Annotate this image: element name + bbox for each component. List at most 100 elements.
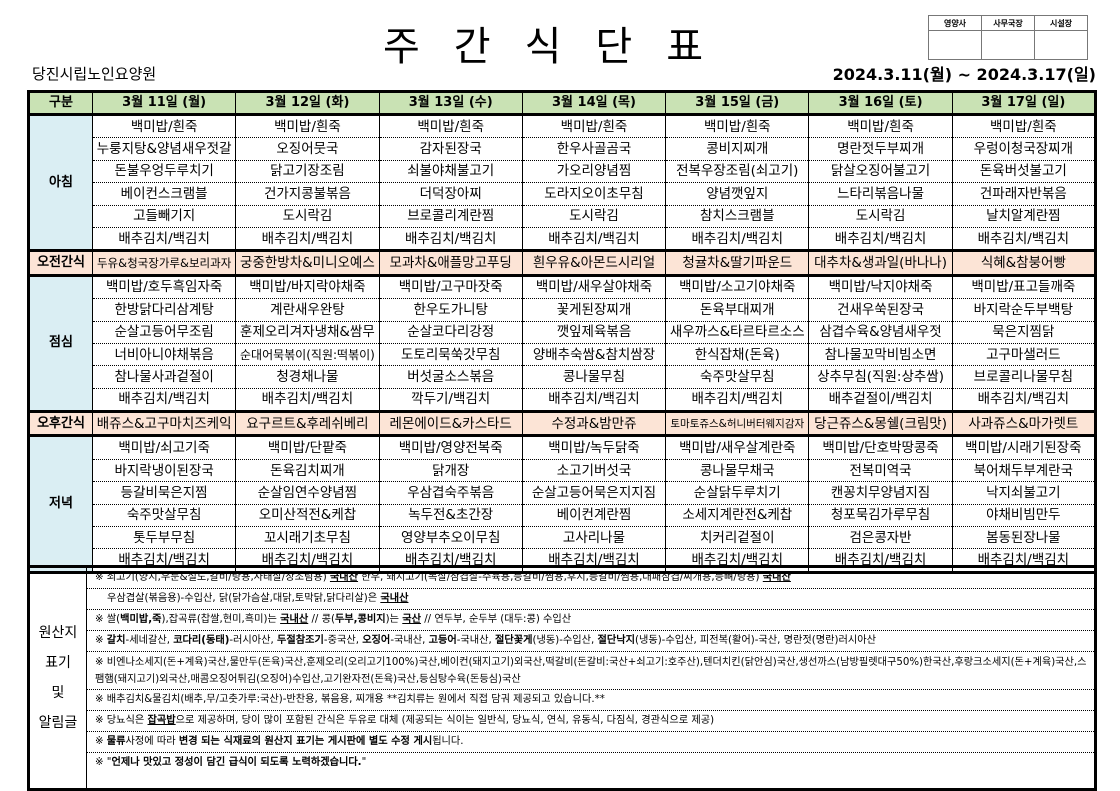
- menu-item: 대추차&생과일(바나나): [808, 249, 953, 277]
- meal-label: 오전간식: [28, 249, 93, 277]
- menu-item: 두유&청국장가루&보리과자: [91, 249, 237, 277]
- menu-item: 배추김치/백김치: [665, 227, 810, 251]
- menu-item: 한방닭다리삼계탕: [91, 298, 237, 322]
- notice-text: 절단낙지: [597, 635, 635, 646]
- menu-item: 요구르트&후레쉬베리: [235, 410, 380, 438]
- menu-item: 순살임연수양념찜: [235, 481, 380, 505]
- menu-item: 레몬에이드&카스타드: [378, 410, 523, 438]
- menu-item: 고구마샐러드: [951, 343, 1097, 367]
- menu-item: 베이컨계란찜: [521, 504, 667, 528]
- menu-item: 백미밥/바지락야채죽: [235, 275, 380, 300]
- notice-text: // 연두부, 순두부 (대두:콩) 수입산: [421, 614, 572, 625]
- menu-item: 배추김치/백김치: [808, 227, 953, 251]
- meal-row: 배추김치/백김치 배추김치/백김치 배추김치/백김치 배추김치/백김치 배추김치/백김치…: [29, 227, 1097, 251]
- notice-text: 사정에 따라: [125, 736, 179, 747]
- menu-item: 톳두부무침: [91, 526, 237, 550]
- menu-item: 도토리묵쑥갓무침: [378, 343, 523, 367]
- menu-item: 고들빼기지: [91, 205, 237, 228]
- page-title: 주간식단표: [383, 24, 737, 70]
- menu-item: 백미밥/고구마잣죽: [378, 275, 523, 300]
- menu-item: 백미밥/호두흑임자죽: [91, 275, 237, 300]
- menu-item: 순대어묵볶이(직원:떡볶이): [235, 343, 380, 367]
- notice-line: ※ 갈치-세네갈산, 코다리(동태)-러시아산, 두절참조기-중국산, 오징어-…: [87, 631, 1094, 652]
- notice-text: ※ 배추김치&물김치(배추,무/고춧가루:국산)-반찬용, 볶음용, 찌개용 *…: [95, 694, 605, 705]
- menu-item: 순살고등어묵은지지짐: [521, 481, 667, 505]
- menu-item: 꽃게된장찌개: [521, 298, 667, 322]
- menu-item: 돈불우엉두루치기: [91, 160, 237, 184]
- meal-row: 바지락냉이된장국 돈육김치찌개 닭개장 소고기버섯국 콩나물무채국 전복미역국 북어채두부계…: [29, 459, 1097, 483]
- menu-item: 토마토쥬스&허니버터웨지감자: [665, 410, 810, 438]
- menu-item: 배쥬스&고구마치즈케익: [91, 410, 237, 438]
- notice-text: // 콩(: [308, 614, 335, 625]
- menu-item: 감자된장국: [378, 137, 523, 161]
- menu-item: 도시락김: [235, 205, 380, 228]
- menu-item: 명란젓두부찌개: [808, 137, 953, 161]
- menu-item: 닭고기장조림: [235, 160, 380, 184]
- notice-line: ※ 쇠고기(양지,우둔&설도,갈비/탕용,사태살/장조림용) 국내산 한우, 돼…: [87, 568, 1094, 589]
- menu-item: 등갈비묵은지찜: [91, 481, 237, 505]
- notice-text: 우삼겹살(볶음용)-수입산, 닭(닭가슴살,대닭,토막닭,닭다리살)은: [107, 593, 381, 604]
- notice-text: ),잡곡류(찹쌀,현미,흑미)는: [161, 614, 281, 625]
- menu-item: 백미밥/흰죽: [665, 114, 810, 139]
- notice-line: ※ "언제나 맛있고 정성이 담긴 급식이 되도록 노력하겠습니다.": [87, 753, 1094, 773]
- menu-item: 닭살오징어불고기: [808, 160, 953, 184]
- notice-text: ※ 쇠고기(양지,우둔&설도,갈비/탕용,사태살/장조림용): [95, 572, 330, 583]
- menu-item: 소고기버섯국: [521, 459, 667, 483]
- menu-item: 봄동된장나물: [951, 526, 1097, 550]
- day-header: 3월 12일 (화): [235, 91, 380, 116]
- menu-item: 식혜&참붕어빵: [951, 249, 1097, 277]
- menu-item: 배추김치/백김치: [951, 227, 1097, 251]
- notice-line: ※ 비엔나소세지(돈+계육)국산,물만두(돈육)국산,훈제오리(오리고기100%…: [87, 652, 1094, 690]
- menu-item: 청귤차&딸기파운드: [665, 249, 810, 277]
- notice-text: 국내산: [280, 614, 309, 625]
- menu-item: 검은콩자반: [808, 526, 953, 550]
- notice-text: ※ 당뇨식은: [95, 715, 148, 726]
- menu-item: 쇠불야채불고기: [378, 160, 523, 184]
- menu-item: 녹두전&초간장: [378, 504, 523, 528]
- meal-row: 돈불우엉두루치기 닭고기장조림 쇠불야채불고기 가오리양념찜 전복우장조림(쇠고기) 닭살…: [29, 160, 1097, 184]
- notes-label-line: 표기: [45, 655, 71, 671]
- meal-row: 숙주맛살무침 오미산적전&케찹 녹두전&초간장 베이컨계란찜 소세지계란전&케찹 청포묵김…: [29, 504, 1097, 528]
- menu-item: 상추무침(직원:상추쌈): [808, 365, 953, 389]
- menu-item: 배추김치/백김치: [951, 388, 1097, 412]
- menu-item: 백미밥/소고기야채죽: [665, 275, 810, 300]
- notice-text: 국내산: [380, 593, 409, 604]
- menu-item: 콩비지찌개: [665, 137, 810, 161]
- menu-item: 숙주맛살무침: [91, 504, 237, 528]
- menu-item: 궁중한방차&미니오예스: [235, 249, 380, 277]
- menu-item: 배추김치/백김치: [378, 227, 523, 251]
- menu-item: 참나물꼬막비빔소면: [808, 343, 953, 367]
- notice-text: 오징어: [362, 635, 391, 646]
- menu-item: 백미밥/시래기된장죽: [951, 435, 1097, 460]
- notice-text: 절단꽃게: [495, 635, 533, 646]
- menu-item: 영양부추오이무침: [378, 526, 523, 550]
- notice-text: ※ 쌀(: [95, 614, 121, 625]
- meal-row: 순살고등어무조림 훈제오리겨자냉채&쌈무 순살코다리강정 깻잎제육볶음 새우까스&타르타…: [29, 321, 1097, 344]
- day-header: 3월 17일 (일): [951, 91, 1097, 116]
- snack-row: 오전간식 두유&청국장가루&보리과자 궁중한방차&미니오예스 모과차&애플망고푸딩 흰우…: [28, 249, 1097, 277]
- menu-item: 묵은지찜닭: [951, 321, 1097, 344]
- menu-item: 날치알계란찜: [951, 205, 1097, 228]
- notice-text: 한우, 돼지고기(목살/삼겹살-수육용,등갈비/찜용,후지,등갈비/찜용,대패삼…: [358, 572, 763, 583]
- menu-item: 낙지쇠불고기: [951, 481, 1097, 505]
- meal-row: 한방닭다리삼계탕 계란새우완탕 한우도가니탕 꽃게된장찌개 돈육부대찌개 건새우쑥된장국 바…: [29, 298, 1097, 322]
- notes-section: 원산지 표기 및 알림글 ※ 쇠고기(양지,우둔&설도,갈비/탕용,사태살/장조림용)…: [27, 565, 1097, 791]
- notice-text: 물류: [106, 736, 126, 747]
- meal-row: 아침 백미밥/흰죽 백미밥/흰죽 백미밥/흰죽 백미밥/흰죽 백미밥/흰죽 백미밥/흰죽 백미…: [28, 114, 1097, 251]
- notice-text: 두부,콩비지: [334, 614, 386, 625]
- menu-item: 한우사골곰국: [521, 137, 667, 161]
- notice-text: (냉동)-수입산, 피전복(활어)-국산, 명란젓(명란)러시아산: [634, 635, 876, 646]
- menu-item: 백미밥/단호박땅콩죽: [808, 435, 953, 460]
- menu-item: 우렁이청국장찌개: [951, 137, 1097, 161]
- notice-text: 국산: [402, 614, 422, 625]
- menu-item: 한우도가니탕: [378, 298, 523, 322]
- menu-item: 참나물사과겉절이: [91, 365, 237, 389]
- snack-row: 오후간식 배쥬스&고구마치즈케익 요구르트&후레쉬베리 레몬에이드&카스타드 수정과&밤…: [28, 410, 1097, 438]
- meal-row: 누룽지탕&양념새우젓갈 오징어뭇국 감자된장국 한우사골곰국 콩비지찌개 명란젓두부찌개 우…: [29, 137, 1097, 161]
- notice-text: 변경 되는 식재료의 원산지 표기는 게시판에 별도 수정 게시: [178, 736, 433, 747]
- menu-period: 2024.3.11(월) ~ 2024.3.17(일): [832, 65, 1096, 84]
- menu-item: 더덕장아찌: [378, 182, 523, 206]
- menu-item: 백미밥/쇠고기죽: [91, 435, 237, 460]
- menu-item: 깍두기/백김치: [378, 388, 523, 412]
- menu-item: 콩나물무침: [521, 365, 667, 389]
